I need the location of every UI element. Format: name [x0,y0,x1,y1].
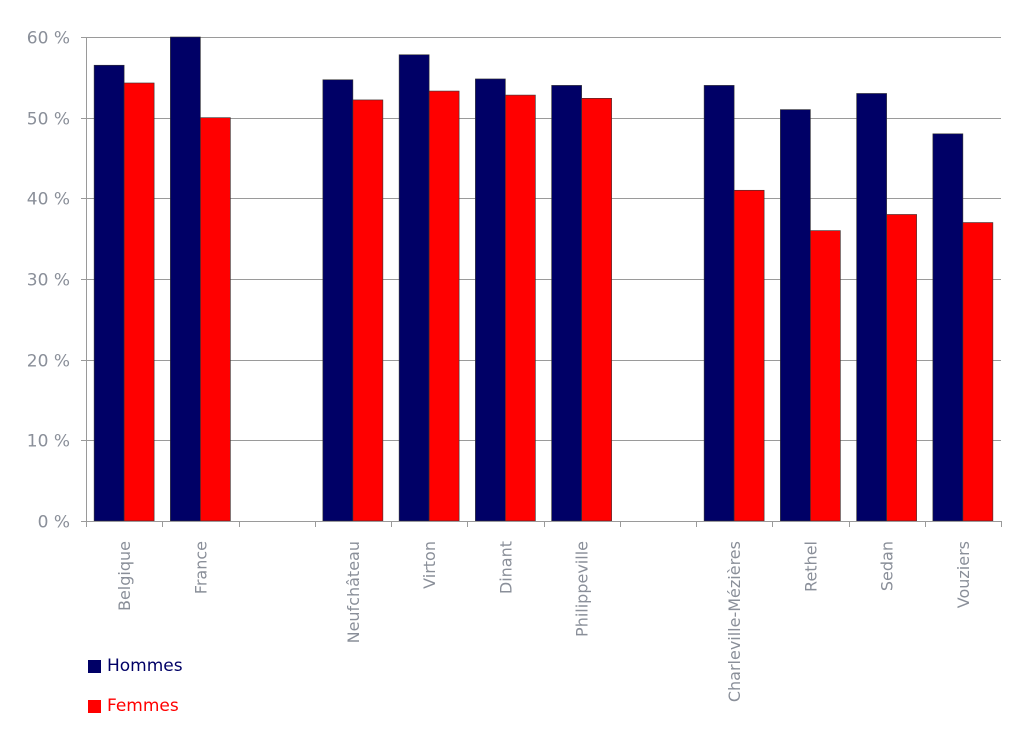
bar-femmes [428,90,460,522]
bar-femmes [123,82,155,522]
x-category-label: Sedan [878,541,897,591]
x-category-label: Rethel [801,541,820,592]
bar-hommes [93,64,125,522]
x-category-label: Charleville-Mézières [725,541,744,702]
bar-hommes [322,79,354,522]
y-tick-label: 60 % [27,29,70,49]
bar-hommes [703,85,735,522]
x-category-label: France [191,541,210,594]
x-category-label: Belgique [115,541,134,611]
x-category-label: Neufchâteau [344,541,363,643]
legend-swatch-femmes [88,699,101,713]
y-tick-label: 30 % [27,271,70,291]
bar-femmes [505,94,536,522]
bar-hommes [398,54,430,522]
legend-label-femmes: Femmes [107,696,179,716]
bar-femmes [352,99,384,522]
x-category-label: Vouziers [954,541,973,608]
bar-hommes [551,85,582,522]
y-tick-label: 50 % [27,110,70,130]
bar-hommes [780,109,811,522]
bar-hommes [932,133,964,522]
bar-femmes [581,98,612,522]
bar-femmes [962,222,994,522]
y-tick-label: 40 % [27,190,70,210]
bar-hommes [170,36,201,522]
legend-label-hommes: Hommes [107,656,183,676]
legend-item-femmes: Femmes [88,696,179,716]
bar-femmes [886,214,917,522]
bar-hommes [475,78,506,522]
x-category-label: Philippeville [573,541,592,637]
legend-swatch-hommes [88,659,101,673]
x-category-label: Dinant [496,541,515,594]
y-tick-label: 20 % [27,352,70,372]
y-tick-label: 0 % [38,513,70,533]
bar-femmes [200,117,231,522]
y-tick-label: 10 % [27,432,70,452]
x-category-label: Virton [420,541,439,589]
bar-femmes [733,189,765,522]
bar-femmes [810,230,841,522]
bar-hommes [856,93,887,522]
legend-item-hommes: Hommes [88,656,183,676]
